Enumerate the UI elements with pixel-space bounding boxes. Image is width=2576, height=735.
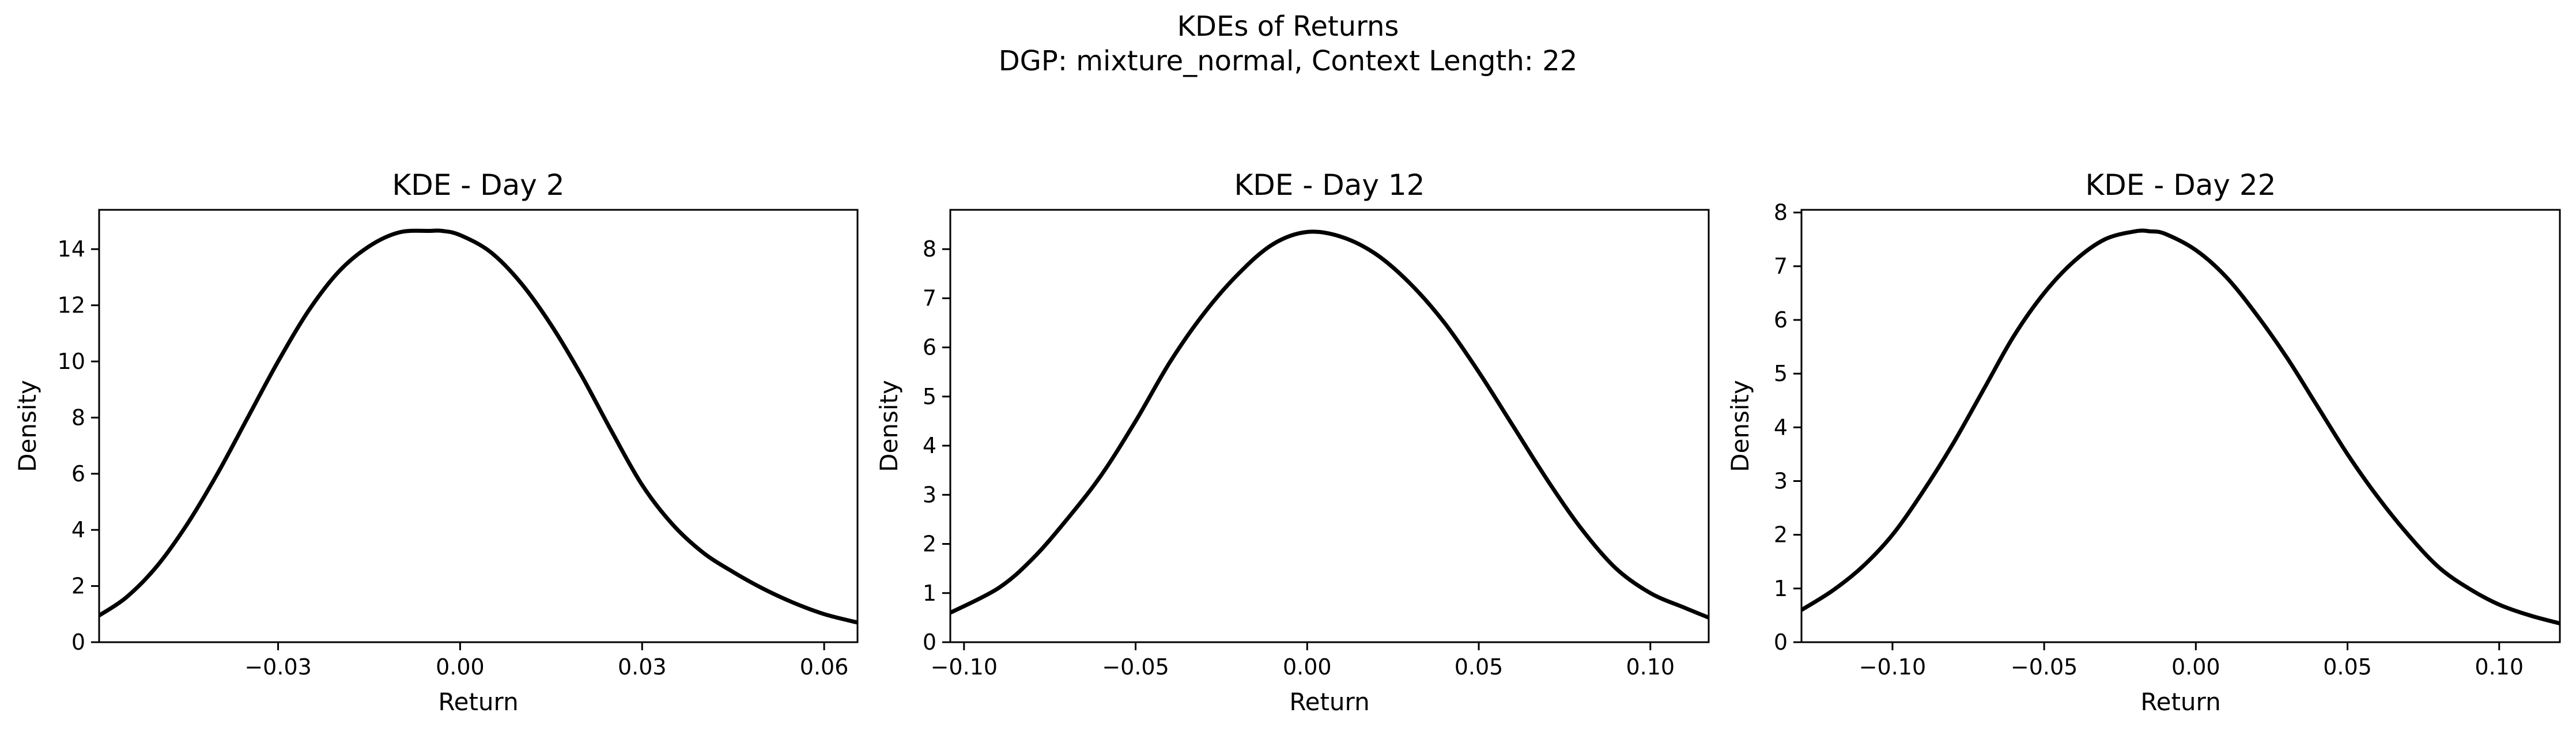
y-tick-label: 1 xyxy=(1774,576,1788,601)
x-tick-label: 0.06 xyxy=(800,654,849,680)
y-tick-label: 0 xyxy=(71,630,85,655)
axes-frame xyxy=(98,209,859,643)
figure-title: KDEs of Returns xyxy=(1177,10,1399,43)
kde-curve xyxy=(950,229,1709,620)
x-tick-label: −0.10 xyxy=(1859,654,1926,680)
y-axis-label: Density xyxy=(875,380,903,472)
x-axis-label: Return xyxy=(1289,688,1369,716)
y-tick-label: 6 xyxy=(1774,307,1788,333)
y-tick-label: 7 xyxy=(923,285,936,311)
x-tick-label: −0.05 xyxy=(1102,654,1169,680)
x-axis-label: Return xyxy=(2140,688,2220,716)
y-tick-label: 10 xyxy=(58,349,85,374)
y-tick-label: 7 xyxy=(1774,254,1788,279)
y-tick-label: 2 xyxy=(923,532,936,557)
subplot-title: KDE - Day 12 xyxy=(1234,168,1425,202)
x-tick-label: −0.10 xyxy=(931,654,998,680)
y-tick-label: 6 xyxy=(71,461,85,487)
y-tick-label: 6 xyxy=(923,335,936,360)
figure-subtitle: DGP: mixture_normal, Context Length: 22 xyxy=(999,45,1578,77)
y-tick-label: 2 xyxy=(1774,522,1788,548)
x-tick-label: 0.00 xyxy=(436,654,485,680)
kde-curve xyxy=(99,228,858,625)
y-tick-label: 4 xyxy=(923,433,936,458)
y-axis-label: Density xyxy=(1726,380,1754,472)
x-tick-label: 0.10 xyxy=(1626,654,1675,680)
y-tick-label: 2 xyxy=(71,574,85,599)
subplot-3: −0.10 −0.05 0.00 0.05 0.10 0 1 2 3 4 5 6 7 8 KDE - Day… xyxy=(1726,168,2561,716)
kde-curve xyxy=(1801,228,2560,625)
y-tick-label: 12 xyxy=(58,293,85,318)
subplot-2: −0.10 −0.05 0.00 0.05 0.10 0 1 2 3 4 5 6 7 8 KDE - Day… xyxy=(875,168,1710,716)
x-tick-label: 0.05 xyxy=(1455,654,1504,680)
axes-frame xyxy=(949,209,1710,643)
y-tick-label: 1 xyxy=(923,581,936,606)
y-tick-label: 0 xyxy=(923,630,936,655)
x-tick-label: 0.05 xyxy=(2323,654,2372,680)
y-axis-label: Density xyxy=(13,380,41,472)
subplot-1: −0.03 0.00 0.03 0.06 0 2 4 6 8 10 12 14 KDE - Day 2 R… xyxy=(13,168,859,716)
x-axis-label: Return xyxy=(438,688,518,716)
y-tick-label: 8 xyxy=(71,405,85,430)
y-tick-label: 8 xyxy=(923,236,936,262)
y-tick-label: 3 xyxy=(923,482,936,507)
x-tick-label: 0.03 xyxy=(618,654,667,680)
x-tick-label: 0.10 xyxy=(2475,654,2524,680)
x-tick-label: −0.05 xyxy=(2011,654,2078,680)
subplot-title: KDE - Day 2 xyxy=(392,168,564,202)
y-tick-label: 8 xyxy=(1774,200,1788,225)
x-tick-label: −0.03 xyxy=(244,654,311,680)
y-tick-label: 5 xyxy=(1774,361,1788,386)
y-tick-label: 4 xyxy=(1774,414,1788,440)
axes-frame xyxy=(1800,209,2561,643)
y-tick-label: 4 xyxy=(71,517,85,542)
subplot-title: KDE - Day 22 xyxy=(2086,168,2276,202)
y-tick-label: 14 xyxy=(58,236,85,262)
x-tick-label: 0.00 xyxy=(1283,654,1332,680)
y-tick-label: 3 xyxy=(1774,468,1788,493)
y-tick-label: 0 xyxy=(1774,630,1788,655)
y-tick-label: 5 xyxy=(923,384,936,409)
x-tick-label: 0.00 xyxy=(2171,654,2220,680)
